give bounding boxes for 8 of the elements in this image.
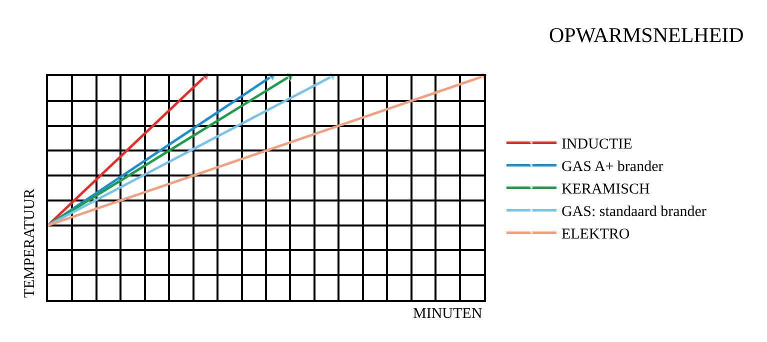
text: OPWARMSNELHEID bbox=[549, 23, 744, 47]
legend-label: GAS: standaard brander bbox=[561, 204, 706, 220]
legend-label: INDUCTIE bbox=[561, 136, 632, 153]
legend-label: GAS A+ brander bbox=[561, 159, 664, 176]
legend-label: ELEKTRO bbox=[561, 226, 630, 243]
text: MINUTEN bbox=[413, 306, 482, 322]
legend-label: KERAMISCH bbox=[561, 182, 650, 198]
y-axis-title: TEMPERATUUR bbox=[22, 188, 38, 298]
